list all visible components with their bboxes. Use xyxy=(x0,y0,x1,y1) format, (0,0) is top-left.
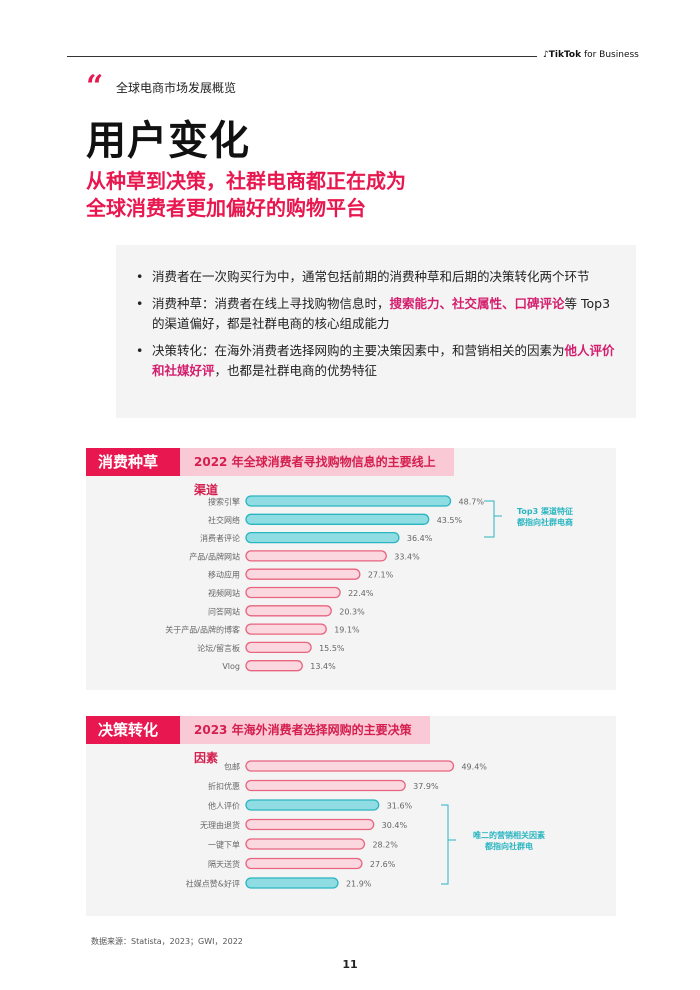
bar-category-label: Vlog xyxy=(222,662,240,671)
bar-value-label: 22.4% xyxy=(348,589,374,598)
bar xyxy=(245,779,406,792)
data-source-note: 数据来源：Statista，2023；GWI，2022 xyxy=(91,937,243,946)
tiktok-for-business-logo: ♪TikTok for Business xyxy=(543,50,639,60)
bar-category-label: 视频网站 xyxy=(208,588,240,598)
bar xyxy=(245,531,400,544)
bar xyxy=(245,660,303,672)
bar-category-label: 产品/品牌网站 xyxy=(189,551,240,561)
annotation-text: 唯二的营销相关因素 xyxy=(473,830,545,840)
bar xyxy=(245,568,361,580)
section-label: 全球电商市场发展概览 xyxy=(116,81,237,95)
tiktok-note-icon: ♪ xyxy=(543,50,549,60)
bar-category-label: 搜索引擎 xyxy=(208,497,240,507)
bar-value-label: 13.4% xyxy=(310,662,336,671)
bar-value-label: 33.4% xyxy=(394,552,420,561)
bar-category-label: 包邮 xyxy=(224,762,240,772)
bar-category-label: 社媒点赞&好评 xyxy=(186,879,240,889)
bar-category-label: 社交网络 xyxy=(208,515,240,525)
bar xyxy=(245,799,380,811)
page-subtitle: 从种草到决策，社群电商都正在成为 全球消费者更加偏好的购物平台 xyxy=(86,168,406,222)
bar-value-label: 28.2% xyxy=(372,841,398,850)
bar-category-label: 折扣优惠 xyxy=(208,781,240,791)
chart-tag-1: 消费种草 xyxy=(86,448,180,476)
highlight-text: 他人评价和社媒好评 xyxy=(152,343,615,378)
bar-category-label: 论坛/留言板 xyxy=(197,643,240,653)
bar-value-label: 27.1% xyxy=(368,571,394,580)
brand-mark: TikTok xyxy=(548,50,582,60)
page-title: 用户变化 xyxy=(86,118,250,164)
bar-category-label: 无理由退货 xyxy=(200,820,240,830)
chart-title-2: 2023 年海外消费者选择网购的主要决策因素 xyxy=(180,716,430,765)
bar-category-label: 移动应用 xyxy=(208,570,240,580)
bullet-item: 消费者在一次购买行为中，通常包括前期的消费种草和后期的决策转化两个环节 xyxy=(136,267,616,287)
bar-value-label: 30.4% xyxy=(382,821,408,830)
bar xyxy=(245,513,430,525)
bar xyxy=(245,818,375,831)
bar-value-label: 20.3% xyxy=(339,607,365,616)
brand-suffix: for Business xyxy=(581,50,639,60)
bar xyxy=(245,760,455,772)
summary-bullets: 消费者在一次购买行为中，通常包括前期的消费种草和后期的决策转化两个环节 消费种草… xyxy=(116,245,636,418)
page-number: 11 xyxy=(342,958,358,971)
bar-value-label: 43.5% xyxy=(437,516,463,525)
bar-category-label: 他人评价 xyxy=(208,801,240,811)
annotation-text: Top3 渠道特征 xyxy=(517,506,573,516)
chart-tag-2: 决策转化 xyxy=(86,716,180,744)
bar-category-label: 隔天送货 xyxy=(208,859,240,869)
annotation-bracket xyxy=(484,500,502,538)
bar xyxy=(245,838,366,850)
bar xyxy=(245,605,332,617)
bar-category-label: 关于产品/品牌的博客 xyxy=(165,625,240,635)
bullet-item: 消费种草：消费者在线上寻找购物信息时，搜索能力、社交属性、口碑评论等 Top3 … xyxy=(136,294,616,334)
bar-value-label: 27.6% xyxy=(370,860,396,869)
bar-value-label: 37.9% xyxy=(413,782,439,791)
annotation-text: 都指向社群电商 xyxy=(516,517,573,527)
bar-value-label: 15.5% xyxy=(319,644,345,653)
bar-value-label: 31.6% xyxy=(387,802,413,811)
chart-title-1: 2022 年全球消费者寻找购物信息的主要线上渠道 xyxy=(180,448,454,497)
bar-category-label: 问答网站 xyxy=(208,606,240,616)
bar xyxy=(245,641,312,654)
bar xyxy=(245,877,339,889)
bar xyxy=(245,550,387,562)
decision-factors-bar-chart: 包邮 49.4% 折扣优惠 37.9% 他人评价 31.6% 无理由退货 30.4% 一键下单 2… xyxy=(186,760,545,889)
bar xyxy=(245,857,363,870)
bar xyxy=(245,495,452,507)
subtitle-line-2: 全球消费者更加偏好的购物平台 xyxy=(86,196,366,220)
bar-category-label: 一键下单 xyxy=(208,840,240,850)
header-rule xyxy=(67,56,537,57)
bar-value-label: 49.4% xyxy=(461,763,487,772)
bar-value-label: 21.9% xyxy=(346,880,372,889)
search-channels-bar-chart: 搜索引擎 48.7% 社交网络 43.5% 消费者评论 36.4% 产品/品牌网站 33.4%… xyxy=(165,495,573,672)
annotation-bracket xyxy=(441,804,456,885)
bar-value-label: 19.1% xyxy=(334,626,360,635)
bar xyxy=(245,586,341,599)
bar-value-label: 48.7% xyxy=(459,498,485,507)
subtitle-line-1: 从种草到决策，社群电商都正在成为 xyxy=(86,169,406,193)
bar xyxy=(245,623,327,635)
bullet-item: 决策转化：在海外消费者选择网购的主要决策因素中，和营销相关的因素为他人评价和社媒… xyxy=(136,341,616,381)
annotation-text: 都指向社群电 xyxy=(484,841,533,851)
bar-category-label: 消费者评论 xyxy=(200,533,240,543)
bar-value-label: 36.4% xyxy=(407,534,433,543)
highlight-text: 搜索能力、社交属性、口碑评论 xyxy=(389,296,565,311)
quote-icon: “ xyxy=(86,69,104,104)
chart-panel-2 xyxy=(86,716,616,916)
